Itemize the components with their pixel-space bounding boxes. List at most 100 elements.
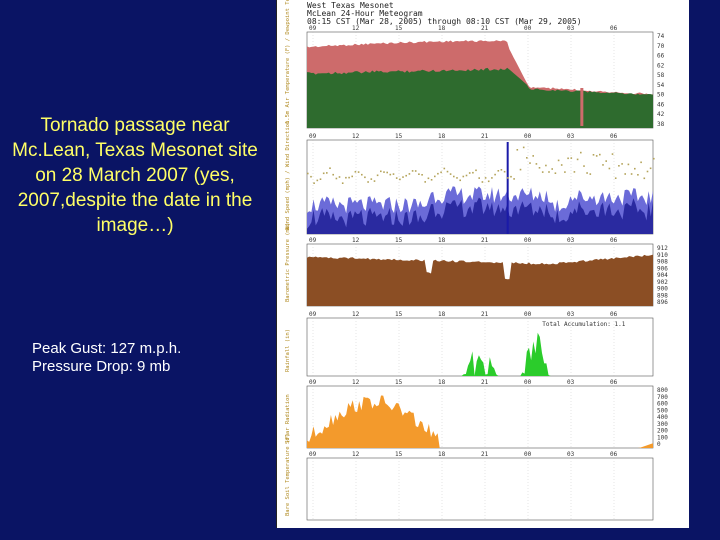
wind-direction-dot [551, 168, 553, 170]
solar-panel-value-tick: 400 [657, 414, 668, 421]
wind-direction-dot [424, 181, 426, 183]
pressure-area [307, 254, 653, 306]
meteogram-header-line-2: McLean 24-Hour Meteogram [307, 9, 423, 18]
wind-direction-dot [507, 177, 509, 179]
storm-notes: Peak Gust: 127 m.p.h. Pressure Drop: 9 m… [32, 340, 181, 376]
wind-direction-dot [472, 171, 474, 174]
rain-panel-hour-tick: 03 [567, 311, 575, 318]
wind-direction-dot [465, 174, 468, 177]
wind-direction-dot [373, 180, 376, 182]
wind-panel-hour-tick: 06 [610, 133, 618, 140]
wind-panel-hour-tick: 21 [481, 133, 489, 140]
solar-panel-value-tick: 200 [657, 428, 668, 435]
wind-direction-dot [405, 174, 407, 177]
pressure-panel-hour-tick: 09 [309, 237, 317, 244]
wind-direction-dot [494, 173, 496, 176]
wind-panel-hour-tick: 00 [524, 133, 532, 140]
wind-direction-dot [456, 177, 458, 179]
solar-panel-hour-tick: 00 [524, 379, 532, 386]
wind-direction-dot [437, 172, 439, 175]
wind-direction-dot [653, 157, 655, 160]
soil-panel-hour-tick: 21 [481, 451, 489, 458]
wind-direction-dot [399, 178, 401, 181]
solar-panel-value-tick: 300 [657, 421, 668, 428]
wind-direction-dot [526, 157, 528, 159]
solar-panel-axis-label: Solar Radiation [285, 394, 291, 444]
wind-direction-dot [614, 177, 617, 179]
soil-panel-hour-tick: 06 [610, 451, 618, 458]
temp-panel-hour-tick: 09 [309, 25, 317, 32]
wind-direction-dot [316, 179, 319, 182]
wind-direction-dot [326, 172, 328, 174]
soil-panel-hour-tick: 03 [567, 451, 575, 458]
wind-direction-dot [411, 170, 414, 172]
wind-direction-dot [395, 177, 398, 179]
wind-direction-dot [459, 179, 461, 182]
wind-direction-dot [576, 158, 579, 161]
temp-panel-value-tick: 42 [657, 111, 665, 118]
pressure-panel-value-tick: 898 [657, 292, 668, 299]
temp-panel-hour-tick: 21 [481, 25, 489, 32]
wind-direction-dot [599, 153, 601, 156]
wind-direction-dot [386, 171, 388, 174]
wind-direction-dot [322, 172, 325, 175]
wind-direction-dot [434, 175, 436, 178]
wind-direction-dot [538, 167, 541, 169]
wind-direction-dot [427, 177, 430, 180]
wind-direction-dot [313, 182, 315, 184]
meteogram-header-line-1: West Texas Mesonet [307, 1, 394, 10]
solar-radiation-area [307, 395, 653, 448]
rain-panel-hour-tick: 18 [438, 311, 446, 318]
wind-direction-dot [554, 172, 557, 174]
pressure-panel-hour-tick: 21 [481, 237, 489, 244]
slide-title: Tornado passage near Mc.Lean, Texas Meso… [12, 115, 258, 236]
wind-direction-dot [646, 170, 649, 173]
wind-direction-dot [611, 153, 614, 155]
wind-direction-dot [357, 171, 360, 173]
wind-direction-dot [418, 173, 420, 175]
meteogram-header-line-3: 08:15 CST (Mar 28, 2005) through 08:10 C… [307, 17, 582, 26]
rain-panel-hour-tick: 21 [481, 311, 489, 318]
temp-panel-value-tick: 58 [657, 72, 665, 79]
wind-direction-dot [532, 155, 534, 157]
soil-panel-axis-label: Bare Soil Temperature (F) [285, 433, 291, 516]
wind-direction-dot [595, 155, 598, 157]
rain-panel-axis-label: Rainfall (in) [285, 329, 291, 372]
solar-panel-value-tick: 100 [657, 434, 668, 441]
soil-panel-frame [306, 457, 654, 521]
wind-direction-dot [497, 170, 500, 172]
solar-panel-hour-tick: 06 [610, 379, 618, 386]
pressure-panel-axis-label: Barometric Pressure (mb) [285, 223, 291, 302]
wind-direction-dot [376, 174, 379, 177]
pressure-panel-hour-tick: 15 [395, 237, 403, 244]
wind-direction-dot [567, 157, 569, 160]
wind-direction-dot [329, 167, 331, 169]
wind-direction-dot [592, 154, 595, 156]
wind-panel-hour-tick: 03 [567, 133, 575, 140]
wind-direction-dot [354, 171, 357, 173]
pressure-panel-value-tick: 904 [657, 272, 668, 279]
wind-direction-dot [421, 174, 423, 176]
wind-direction-dot [478, 177, 480, 179]
wind-direction-dot [519, 168, 522, 171]
pressure-panel-hour-tick: 00 [524, 237, 532, 244]
wind-panel-hour-tick: 15 [395, 133, 403, 140]
wind-direction-dot [624, 173, 626, 175]
pressure-panel-value-tick: 906 [657, 265, 668, 272]
solar-panel-frame [306, 385, 654, 449]
soil-panel-hour-tick: 00 [524, 451, 532, 458]
wind-direction-dot [529, 162, 531, 164]
dewpoint-area [307, 67, 653, 128]
wind-direction-dot [338, 176, 341, 178]
wind-direction-dot [583, 165, 585, 167]
wind-direction-dot [634, 167, 636, 170]
wind-direction-dot [484, 177, 487, 179]
wind-direction-dot [443, 167, 446, 170]
wind-direction-dot [380, 170, 382, 173]
wind-direction-dot [500, 169, 503, 171]
soil-panel-hour-tick: 15 [395, 451, 403, 458]
wind-direction-dot [481, 181, 484, 183]
pressure-panel-hour-tick: 06 [610, 237, 618, 244]
wind-direction-dot [453, 175, 455, 178]
wind-direction-dot [580, 151, 582, 154]
